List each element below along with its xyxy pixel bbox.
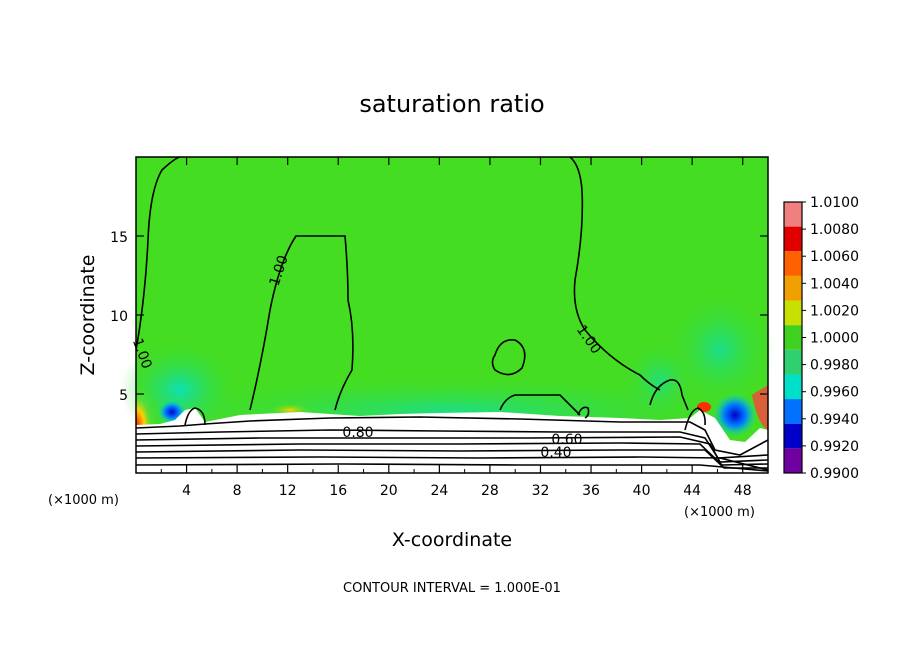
contour-label-0-80: 0.80 <box>342 425 373 441</box>
contour-1-00-left <box>135 156 181 351</box>
colorbar-label: 1.0100 <box>810 195 859 211</box>
colorbar-label: 1.0020 <box>810 303 859 319</box>
x-tick-label: 24 <box>430 483 448 499</box>
contour-0-70 <box>135 436 769 463</box>
colorbar-swatch <box>784 251 802 276</box>
x-tick-label: 48 <box>734 483 752 499</box>
contour-0-30 <box>135 463 769 472</box>
colorbar-label: 0.9900 <box>810 466 859 482</box>
colorbar-swatch <box>784 399 802 424</box>
contour-0-40 <box>135 456 769 471</box>
x-tick-label: 20 <box>380 483 398 499</box>
x-axis-ticks: 4 8 12 16 20 24 28 32 36 40 44 48 <box>160 157 752 499</box>
contour-1-00-column <box>249 235 354 411</box>
x-unit-left: (×1000 m) <box>48 493 119 508</box>
y-axis-ticks: 5 10 15 <box>110 230 768 404</box>
x-tick-label: 12 <box>279 483 297 499</box>
contour-1-00-top-right <box>569 156 661 391</box>
colorbar-swatch <box>784 300 802 326</box>
colorbar-label: 0.9940 <box>810 412 859 428</box>
contour-label-0-60: 0.60 <box>551 432 582 448</box>
colorbar-label: 1.0080 <box>810 222 859 238</box>
colorbar-swatch <box>784 226 802 252</box>
colorbar-swatch <box>784 275 802 301</box>
colorbar-swatch <box>784 423 802 449</box>
colorbar-swatch <box>784 448 802 473</box>
contour-lines <box>135 156 769 472</box>
colorbar-swatch <box>784 349 802 375</box>
x-tick-label: 32 <box>532 483 550 499</box>
red-spot-44 <box>697 402 711 412</box>
y-tick-label: 5 <box>119 388 128 404</box>
contour-small-bump <box>184 407 206 426</box>
x-tick-label: 8 <box>233 483 242 499</box>
colorbar-label: 0.9960 <box>810 385 859 401</box>
colorbar-swatch <box>784 374 802 400</box>
y-tick-label: 10 <box>110 309 128 325</box>
colorbar-label: 0.9980 <box>810 358 859 374</box>
y-axis-label: Z-coordinate <box>77 255 99 376</box>
x-tick-label: 44 <box>683 483 701 499</box>
plot-area: 1.00 1.00 1.00 0.80 0.60 0.40 <box>120 156 775 474</box>
colorbar-swatch <box>784 325 802 350</box>
x-unit-right: (×1000 m) <box>684 505 755 520</box>
contour-interval-note: CONTOUR INTERVAL = 1.000E-01 <box>343 581 561 596</box>
x-tick-label: 28 <box>481 483 499 499</box>
y-tick-label: 15 <box>110 230 128 246</box>
contour-0-50 <box>135 449 768 469</box>
chart-title: saturation ratio <box>359 90 544 118</box>
contour-0-60 <box>135 442 769 466</box>
warm-spot-right <box>752 385 768 430</box>
cyan-haze-right2 <box>620 340 700 420</box>
x-tick-label: 16 <box>329 483 347 499</box>
contour-label-0-40: 0.40 <box>540 445 571 461</box>
colorbar-label: 1.0040 <box>810 276 859 292</box>
contour-1-00-lower <box>499 394 581 416</box>
colorbar-label: 1.0060 <box>810 249 859 265</box>
warm-spot-left <box>136 380 160 425</box>
contour-1-00-blip <box>577 406 590 419</box>
colorbar: 1.0100 1.0080 1.0060 1.0040 1.0020 1.0000 0.99… <box>783 195 859 482</box>
x-axis-label: X-coordinate <box>392 529 512 551</box>
x-tick-label: 40 <box>633 483 651 499</box>
x-tick-label: 4 <box>182 483 191 499</box>
colorbar-label: 1.0000 <box>810 331 859 347</box>
x-tick-label: 36 <box>582 483 600 499</box>
contour-right-wiggle <box>684 407 706 431</box>
colorbar-label: 0.9920 <box>810 439 859 455</box>
contour-1-00-blob <box>491 338 526 376</box>
colorbar-swatch <box>784 202 802 227</box>
blue-spot-right <box>713 393 757 437</box>
contour-1-00-right-bump <box>649 378 689 411</box>
